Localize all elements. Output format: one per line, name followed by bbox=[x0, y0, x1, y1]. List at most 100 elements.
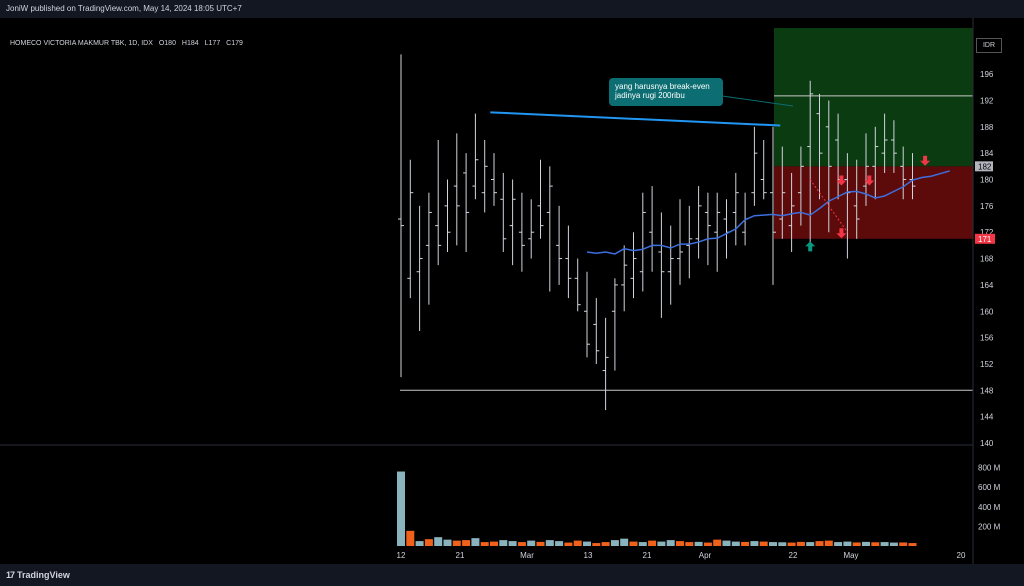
volume-bar bbox=[397, 471, 405, 546]
volume-bar bbox=[629, 541, 638, 546]
ohlc-bar bbox=[751, 126, 758, 206]
footer-bar: 17 TradingView bbox=[0, 564, 1024, 586]
time-tick-label: 12 bbox=[397, 551, 406, 560]
ohlc-bar bbox=[528, 199, 535, 259]
volume-bar bbox=[741, 541, 750, 546]
volume-bar bbox=[527, 540, 536, 546]
time-tick-label: 13 bbox=[584, 551, 593, 560]
ohlc-bar bbox=[909, 153, 916, 200]
ohlc-bar bbox=[611, 278, 618, 371]
signal-connector bbox=[809, 179, 848, 233]
price-tick-label: 176 bbox=[980, 202, 994, 211]
ohlc-bar bbox=[816, 93, 823, 200]
price-tag-upper: 182 bbox=[978, 162, 992, 171]
ohlc-bar bbox=[593, 298, 600, 364]
volume-tick-label: 400 M bbox=[978, 503, 1001, 512]
price-tick-label: 184 bbox=[980, 149, 994, 158]
volume-bar bbox=[406, 530, 415, 546]
price-tick-label: 188 bbox=[980, 123, 994, 132]
ohlc-bar bbox=[472, 113, 479, 200]
ohlc-bar bbox=[509, 179, 516, 266]
close-value: 179 bbox=[231, 40, 243, 47]
ohlc-bar bbox=[872, 126, 879, 200]
ohlc-bar bbox=[779, 146, 786, 239]
price-chart[interactable]: 140 144 148 152 156 160 164 168 172 176 180 184 188 1… bbox=[0, 18, 1024, 564]
ohlc-bar bbox=[788, 172, 795, 252]
annotation-pointer bbox=[721, 95, 794, 107]
volume-bar bbox=[443, 539, 452, 546]
volume-bar bbox=[424, 539, 433, 546]
volume-tick-label: 200 M bbox=[978, 522, 1001, 531]
sell-arrow-icon bbox=[836, 228, 847, 239]
ohlc-bar bbox=[435, 139, 442, 266]
volume-bar bbox=[555, 541, 564, 546]
ohlc-bar bbox=[667, 225, 674, 305]
volume-bar bbox=[713, 539, 722, 546]
tradingview-brand: TradingView bbox=[17, 570, 70, 580]
ohlc-bar bbox=[444, 179, 451, 252]
volume-bar bbox=[471, 538, 480, 546]
ohlc-bar bbox=[677, 199, 683, 285]
volume-bar bbox=[843, 541, 852, 546]
ohlc-bar bbox=[658, 212, 665, 318]
volume-bar bbox=[657, 541, 666, 546]
price-tag-lower-bg bbox=[975, 233, 995, 244]
volume-tick-label: 800 M bbox=[978, 464, 1001, 473]
volume-bar bbox=[787, 542, 796, 546]
ohlc-bar bbox=[649, 186, 656, 272]
ohlc-bar bbox=[760, 139, 767, 200]
sell-arrow-icon bbox=[864, 175, 875, 186]
trend-line bbox=[490, 111, 781, 127]
high-value: 184 bbox=[186, 40, 199, 47]
price-tick-label: 144 bbox=[980, 413, 994, 422]
ohlc-bar bbox=[630, 232, 637, 299]
currency-button[interactable]: IDR bbox=[976, 38, 1002, 53]
ohlc-bar bbox=[584, 271, 590, 358]
volume-bar bbox=[722, 540, 731, 546]
volume-bar bbox=[685, 542, 694, 546]
ohlc-bar bbox=[890, 120, 897, 173]
volume-bar bbox=[536, 541, 545, 546]
price-tick-label: 196 bbox=[980, 70, 994, 79]
tradingview-logo[interactable]: 17 TradingView bbox=[6, 570, 70, 580]
volume-bar bbox=[759, 541, 768, 546]
symbol-title: HOMECO VICTORIA MAKMUR TBK, 1D, IDX bbox=[10, 40, 153, 47]
tradingview-logo-icon: 17 bbox=[6, 570, 15, 580]
ohlc-bar bbox=[453, 133, 460, 246]
volume-tick-label: 600 M bbox=[978, 483, 1001, 492]
volume-bar bbox=[480, 542, 489, 546]
time-tick-label: May bbox=[843, 551, 858, 560]
volume-bar bbox=[880, 542, 889, 546]
volume-bar bbox=[852, 542, 861, 546]
ohlc-bar bbox=[695, 186, 702, 259]
ohlc-bar bbox=[565, 225, 572, 299]
price-tag-lower: 171 bbox=[978, 235, 992, 244]
price-tick-label: 164 bbox=[980, 281, 994, 290]
volume-bar bbox=[638, 542, 647, 546]
volume-bar bbox=[871, 542, 880, 546]
price-tick-label: 168 bbox=[980, 255, 994, 264]
volume-bar bbox=[508, 541, 517, 546]
ohlc-bar bbox=[602, 317, 609, 411]
volume-bar bbox=[889, 542, 898, 546]
time-tick-label: 21 bbox=[456, 551, 465, 560]
price-tick-label: 140 bbox=[980, 439, 994, 448]
chart-frame[interactable]: 140 144 148 152 156 160 164 168 172 176 180 184 188 1… bbox=[0, 18, 1024, 564]
volume-bar bbox=[899, 542, 908, 546]
ohlc-bar bbox=[732, 172, 739, 246]
annotation-line-2: jadinya rugi 200ribu bbox=[615, 91, 685, 100]
volume-bar bbox=[601, 542, 610, 546]
volume-bar bbox=[796, 541, 805, 546]
low-label: L bbox=[204, 40, 209, 47]
price-tick-label: 172 bbox=[980, 228, 994, 237]
ohlc-bar bbox=[407, 159, 414, 299]
volume-bar bbox=[769, 542, 777, 546]
price-tick-label: 192 bbox=[980, 96, 994, 105]
volume-bar bbox=[666, 540, 675, 546]
time-tick-label: Mar bbox=[520, 551, 534, 560]
ohlc-bar bbox=[463, 153, 470, 252]
annotation-callout[interactable]: yang harusnya break-even jadinya rugi 20… bbox=[609, 78, 723, 106]
volume-bar bbox=[778, 542, 787, 546]
volume-bar bbox=[806, 542, 815, 546]
volume-bar bbox=[908, 543, 917, 546]
